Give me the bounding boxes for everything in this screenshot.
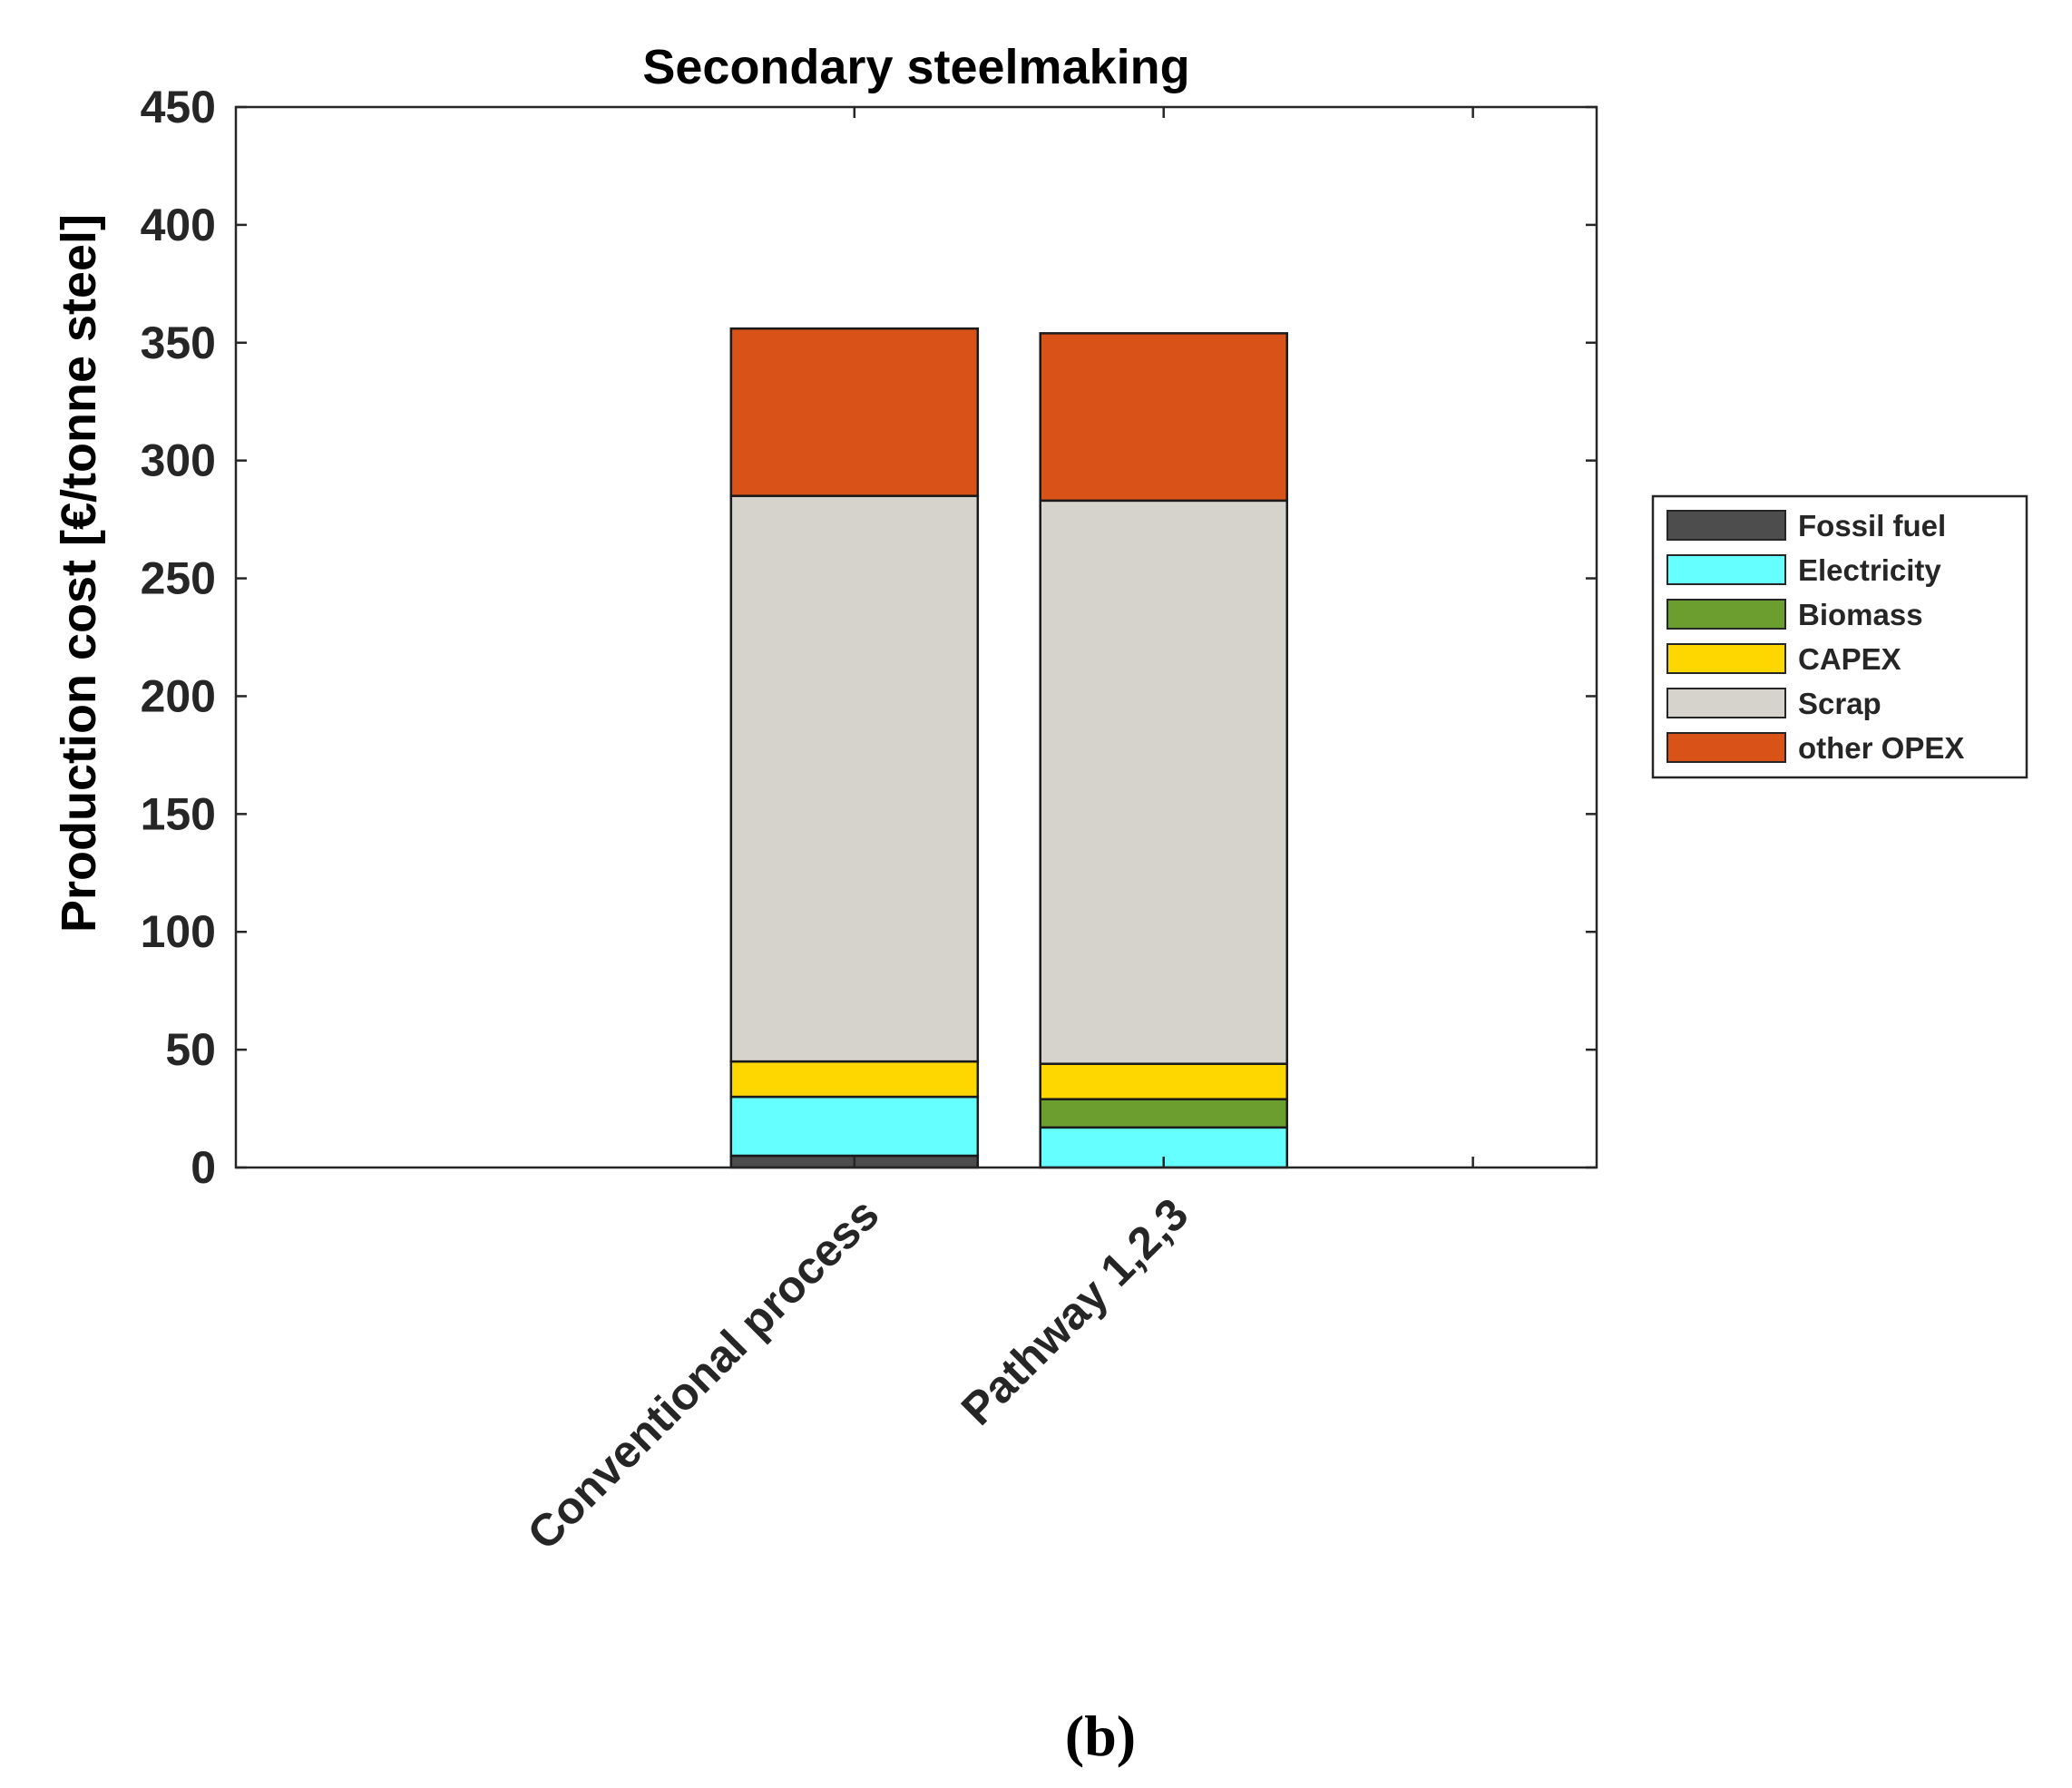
x-tick-labels: Conventional process Pathway 1,2,3 — [518, 1188, 1198, 1559]
chart-title: Secondary steelmaking — [642, 40, 1189, 94]
y-tick-label: 100 — [141, 906, 216, 957]
bar-segment — [729, 494, 980, 1063]
y-tick-label: 0 — [191, 1142, 216, 1193]
legend-box — [1651, 494, 2028, 779]
legend-label: other OPEX — [1798, 731, 1964, 765]
y-tick-label: 300 — [141, 435, 216, 486]
legend: Fossil fuel Electricity Biomass CAPEX Scrap o… — [1651, 494, 2028, 779]
y-tick-label: 50 — [165, 1024, 216, 1075]
y-tick-label: 250 — [141, 553, 216, 604]
bar-segment — [729, 327, 980, 497]
legend-swatch — [1666, 732, 1786, 763]
legend-label: CAPEX — [1798, 642, 1901, 676]
legend-label: Electricity — [1798, 553, 1941, 587]
legend-swatch — [1666, 688, 1786, 718]
bar-segment — [1039, 1062, 1288, 1100]
y-tick-label: 350 — [141, 318, 216, 368]
bar-segment — [729, 1060, 980, 1099]
legend-label: Fossil fuel — [1798, 509, 1946, 542]
y-tick-label: 450 — [141, 82, 216, 132]
y-tick-label: 150 — [141, 788, 216, 839]
axes-group — [234, 105, 1598, 1169]
legend-swatch — [1666, 510, 1786, 541]
y-tick-label: 400 — [141, 200, 216, 250]
bar-segment — [729, 1095, 980, 1158]
y-tick-label: 200 — [141, 670, 216, 721]
bars-group — [729, 327, 1288, 1169]
legend-label: Biomass — [1798, 598, 1923, 631]
x-tick-label: Pathway 1,2,3 — [952, 1188, 1198, 1435]
legend-swatch — [1666, 554, 1786, 585]
axes-frame — [234, 105, 1598, 1169]
legend-swatch — [1666, 643, 1786, 674]
legend-swatch — [1666, 599, 1786, 630]
figure-caption: (b) — [1065, 1704, 1136, 1768]
bar-segment — [1039, 332, 1288, 503]
y-tick-labels: 0 50 100 150 200 250 300 350 400 450 — [141, 82, 216, 1193]
x-tick-label: Conventional process — [518, 1188, 889, 1559]
legend-label: Scrap — [1798, 687, 1881, 720]
y-axis-label: Production cost [€/tonne steel] — [52, 214, 106, 933]
bar-segment — [1039, 499, 1288, 1065]
bar-segment — [1039, 1098, 1288, 1129]
